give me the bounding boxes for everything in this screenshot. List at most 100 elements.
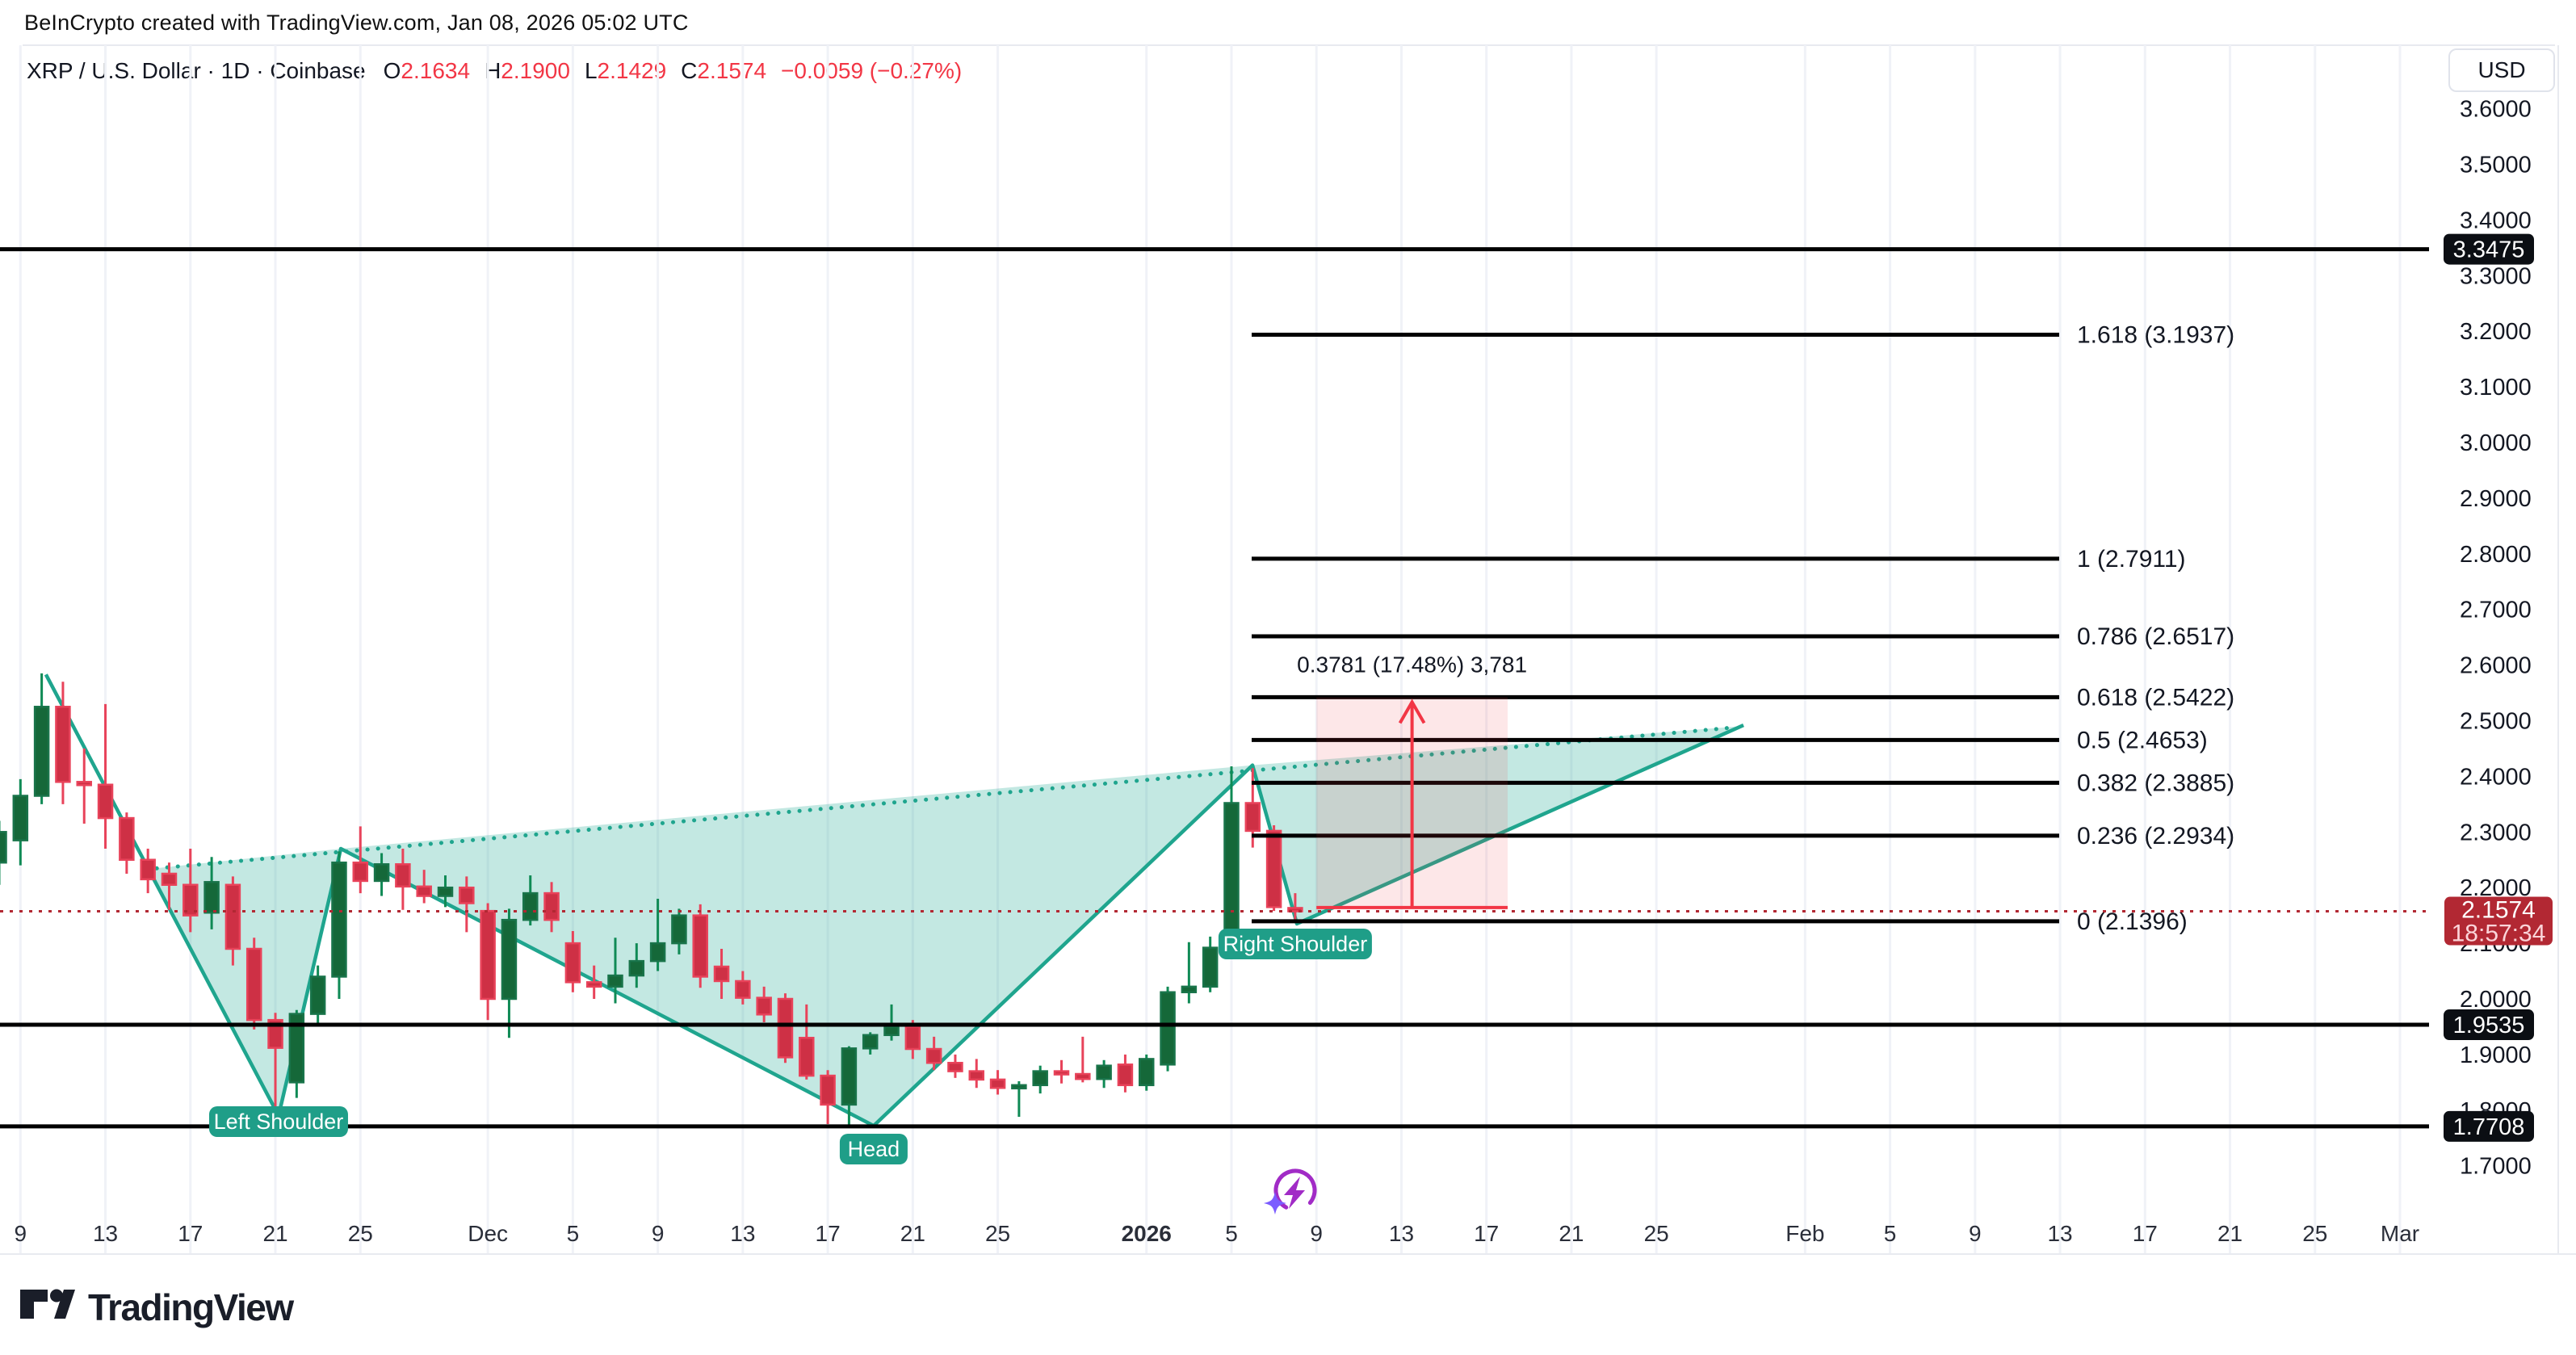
symbol-info-bar[interactable]: XRP / U.S. Dollar · 1D · Coinbase O2.163… (27, 58, 962, 84)
candle-down (245, 947, 262, 1021)
candle-down (480, 909, 496, 1001)
fib-level-label: 0.236 (2.2934) (2077, 823, 2234, 849)
candle-up (203, 881, 220, 914)
price-axis-tick: 3.2000 (2460, 319, 2532, 345)
candle-down (925, 1047, 942, 1064)
ohlc-low: L2.1429 (584, 58, 667, 83)
bar-close-countdown: 18:57:34 (2452, 921, 2546, 947)
time-axis-tick: 13 (1389, 1221, 1414, 1246)
pattern-label-text: Head (848, 1137, 900, 1161)
candle-down (799, 1036, 815, 1077)
candle-down (564, 942, 581, 984)
candle-down (968, 1070, 985, 1081)
time-axis-tick: 13 (730, 1221, 755, 1246)
candle-up (1096, 1064, 1112, 1080)
candle-down (820, 1074, 836, 1106)
candle-down (756, 996, 772, 1016)
candle-up (522, 891, 539, 921)
pattern-label-pill[interactable] (208, 1106, 348, 1137)
candle-down (1117, 1063, 1134, 1087)
fib-level-label: 1 (2.7911) (2077, 546, 2186, 573)
time-axis-tick: 13 (2047, 1221, 2072, 1246)
candle-down (183, 883, 199, 917)
ohlc-change: −0.0059 (−0.27%) (781, 58, 963, 83)
ohlc-high: H2.1900 (485, 58, 570, 83)
price-level-axis-box (2444, 1110, 2534, 1142)
candle-up (649, 942, 666, 963)
pattern-label-pill[interactable] (1218, 929, 1372, 959)
pattern-fill-region[interactable] (1252, 726, 1739, 924)
time-axis-tick: 21 (900, 1221, 925, 1246)
pattern-label-text: Right Shoulder (1223, 932, 1368, 956)
time-axis-tick: 21 (1559, 1221, 1584, 1246)
candle-down (1075, 1072, 1091, 1080)
price-axis-tick: 2.7000 (2460, 598, 2532, 623)
candle-down (1287, 907, 1303, 912)
candle-down (904, 1026, 921, 1051)
candle-down (1244, 802, 1261, 833)
fib-level-label: 0 (2.1396) (2077, 908, 2188, 935)
candle-up (12, 795, 29, 841)
measure-tool[interactable]: 0.3781 (17.48%) 3,781 (1297, 652, 1527, 909)
pattern-label-pill[interactable] (839, 1134, 908, 1164)
measure-label: 0.3781 (17.48%) 3,781 (1297, 652, 1527, 677)
fib-level-label: 0.618 (2.5422) (2077, 684, 2234, 711)
ohlc-close: C2.1574 (681, 58, 767, 83)
pattern-labels[interactable]: Left Shoulder Head Right Shoulder (208, 929, 1372, 1164)
bolt-glyph (1284, 1177, 1305, 1209)
candle-down (161, 872, 178, 887)
candlesticks (0, 673, 1303, 1126)
time-axis-tick: 25 (348, 1221, 373, 1246)
price-axis-tick: 1.7000 (2460, 1154, 2532, 1180)
fib-extension[interactable]: 1.618 (3.1937) 1 (2.7911) 0.786 (2.6517) 0.… (1252, 322, 2234, 935)
candle-up (309, 975, 326, 1015)
last-price-axis-box[interactable] (2444, 896, 2553, 946)
price-axis-tick: 3.4000 (2460, 208, 2532, 233)
time-axis-scale[interactable]: 9 13 17 21 25 Dec 5 9 13 17 21 25 2026 5 9 13 17 21 25 Feb 5… (15, 1221, 2420, 1246)
price-level-axis-label: 1.7708 (2453, 1114, 2525, 1140)
price-axis-scale[interactable]: 3.6000 3.5000 3.4000 3.3000 3.2000 3.1000 3.00… (2444, 97, 2553, 1180)
pattern-fill-region[interactable] (341, 765, 1253, 1126)
time-axis-tick: 9 (1310, 1221, 1323, 1246)
time-axis-tick: 5 (567, 1221, 580, 1246)
candle-down (76, 781, 92, 787)
time-axis-tick: 13 (93, 1221, 118, 1246)
time-axis-tick: Dec (468, 1221, 508, 1246)
candle-up (607, 974, 623, 988)
price-axis-tick: 2.6000 (2460, 653, 2532, 679)
candle-up (1181, 985, 1198, 993)
candle-down (735, 980, 751, 999)
horizontal-price-lines[interactable] (0, 247, 2429, 1129)
candle-down (543, 891, 560, 921)
price-axis-tick: 3.0000 (2460, 430, 2532, 456)
fib-level-label: 1.618 (3.1937) (2077, 322, 2234, 349)
candle-down (777, 997, 794, 1059)
candle-up (33, 706, 50, 797)
candle-up (288, 1013, 305, 1084)
fib-level-label: 0.382 (2.3885) (2077, 770, 2234, 796)
candle-down (989, 1078, 1006, 1089)
time-axis-tick: 17 (816, 1221, 841, 1246)
time-axis-tick: 5 (1884, 1221, 1897, 1246)
pattern-neckline-dotted[interactable] (144, 725, 1738, 871)
tradingview-logo[interactable]: TradingView (19, 1286, 294, 1329)
candle-up (841, 1047, 858, 1106)
price-level-axis-label: 3.3475 (2453, 237, 2525, 263)
candle-down (416, 885, 432, 897)
candle-up (671, 914, 687, 945)
candle-down (713, 965, 730, 983)
currency-toggle-button[interactable]: USD (2448, 48, 2555, 92)
fib-level-label: 0.5 (2.4653) (2077, 727, 2208, 753)
price-axis-tick: 3.6000 (2460, 97, 2532, 123)
candle-down (119, 816, 135, 862)
price-level-axis-label: 1.9535 (2453, 1013, 2525, 1038)
time-axis-tick: Mar (2381, 1221, 2419, 1246)
candle-up (373, 863, 390, 883)
symbol-title[interactable]: XRP / U.S. Dollar · 1D · Coinbase (27, 58, 366, 83)
price-level-axis-box (2444, 233, 2534, 265)
time-axis-tick: 5 (1225, 1221, 1238, 1246)
time-axis-tick: 9 (15, 1221, 27, 1246)
candle-up (883, 1026, 900, 1037)
time-axis-tick: 21 (262, 1221, 287, 1246)
